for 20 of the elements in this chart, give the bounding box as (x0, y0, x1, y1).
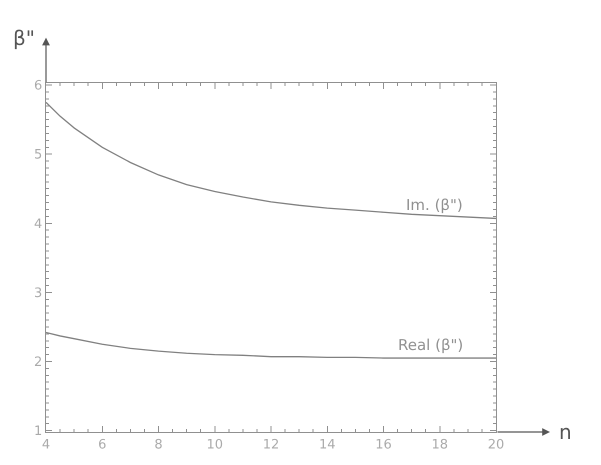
y-tick-label: 3 (34, 286, 42, 301)
y-tick-label: 6 (34, 78, 42, 94)
y-tick-label: 4 (34, 216, 42, 232)
y-tick-label: 5 (34, 148, 42, 163)
y-axis-title: β" (13, 26, 35, 50)
legend-label: Im. (β") (406, 196, 463, 214)
line-series (46, 102, 496, 220)
y-tick-label: 2 (34, 355, 42, 370)
x-tick-label: 20 (488, 438, 504, 453)
x-tick-label: 14 (318, 438, 336, 453)
x-tick-label: 8 (154, 438, 163, 453)
legend-label: Real (β") (398, 336, 464, 354)
y-tick-label: 1 (34, 424, 42, 440)
x-tick-label: 6 (98, 438, 106, 453)
x-tick-label: 18 (431, 438, 448, 453)
line-series (46, 332, 496, 359)
x-tick-label: 12 (262, 438, 280, 453)
x-tick-label: 10 (206, 438, 224, 453)
x-axis-title: n (559, 420, 572, 444)
x-tick-label: 16 (375, 438, 392, 453)
